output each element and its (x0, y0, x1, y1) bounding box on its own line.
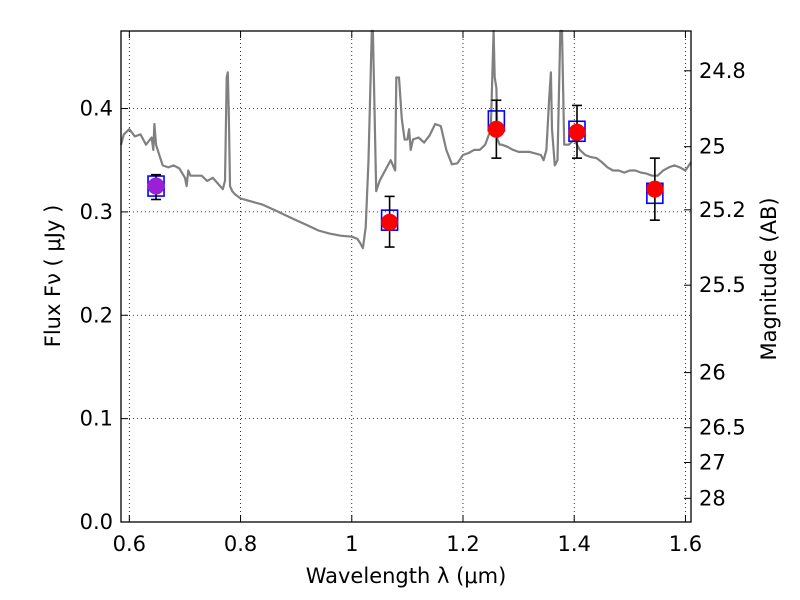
observed-point (568, 123, 586, 141)
y2-tick-label: 26 (699, 361, 726, 385)
x-tick-label: 0.8 (224, 532, 257, 556)
x-tick-label: 1.6 (669, 532, 702, 556)
x-tick-label: 1.4 (558, 532, 591, 556)
grid-lines (121, 31, 691, 523)
y-tick-label: 0.0 (80, 510, 113, 534)
y-tick-label: 0.1 (80, 407, 113, 431)
y-tick-label: 0.3 (80, 200, 113, 224)
plot-frame (120, 30, 692, 523)
spectrum-layer (119, 29, 692, 250)
observed-point (147, 177, 165, 195)
y2-tick-label: 24.8 (699, 59, 746, 83)
y2-tick-label: 25 (699, 135, 726, 159)
y2-tick-label: 27 (699, 451, 726, 475)
x-tick-label: 1.2 (446, 532, 479, 556)
axis-ticks: 0.6 0.8 1 1.2 1.4 1.6 0.0 0.1 0.2 0.3 0.4 24.8 25 25.… (80, 31, 746, 556)
y2-tick-label: 26.5 (699, 416, 746, 440)
observed-point (646, 180, 664, 198)
y2-tick-label: 25.2 (699, 198, 746, 222)
y2-axis-label: Magnitude (AB) (757, 197, 781, 360)
markers-layer (147, 99, 664, 248)
x-tick-label: 0.6 (113, 532, 146, 556)
y-axis-label: Flux Fν ( μJy ) (41, 205, 65, 348)
observed-point (381, 213, 399, 231)
y-tick-label: 0.2 (80, 303, 113, 327)
observed-point (487, 120, 505, 138)
y-tick-label: 0.4 (80, 97, 113, 121)
y2-tick-label: 28 (699, 486, 726, 510)
y2-tick-label: 25.5 (699, 273, 746, 297)
x-axis-label: Wavelength λ (μm) (306, 564, 507, 588)
model-spectrum-line (119, 29, 692, 250)
x-tick-label: 1 (345, 532, 358, 556)
